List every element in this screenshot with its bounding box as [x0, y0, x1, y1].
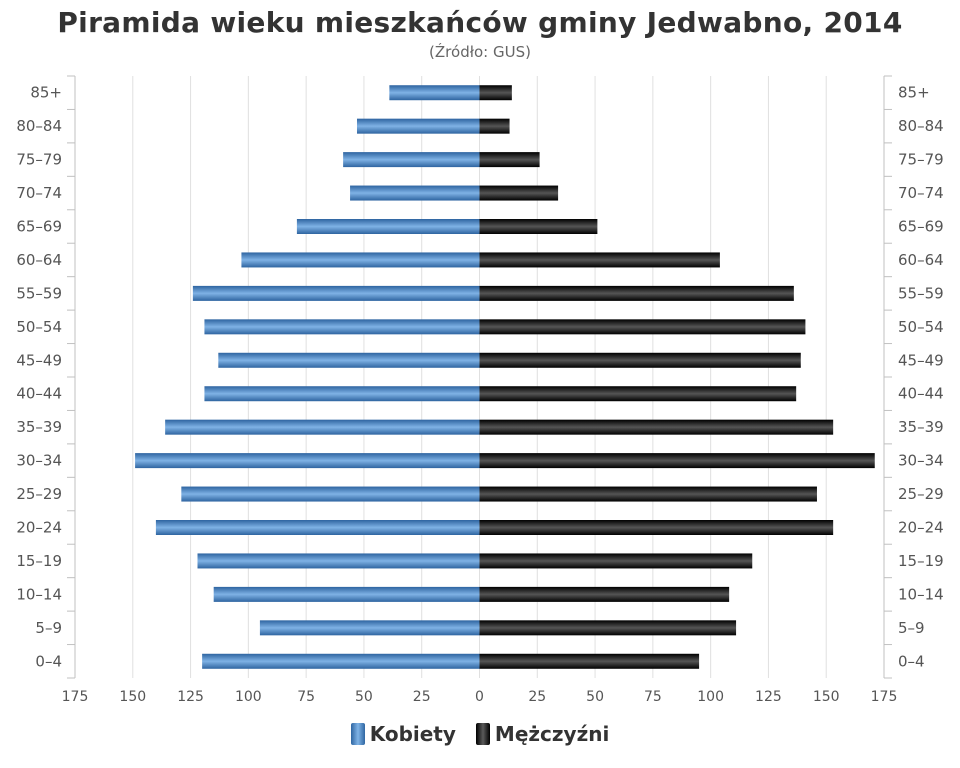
x-tick-label: 75 — [297, 689, 315, 705]
bar-women[interactable] — [197, 553, 480, 569]
category-label-right: 70–74 — [898, 184, 944, 202]
bar-women[interactable] — [343, 152, 480, 168]
category-label-right: 60–64 — [898, 251, 944, 269]
category-label-left: 75–79 — [16, 151, 62, 169]
chart-title: Piramida wieku mieszkańców gminy Jedwabn… — [57, 6, 903, 39]
category-label-right: 75–79 — [898, 151, 944, 169]
bar-women[interactable] — [181, 486, 480, 502]
bar-women[interactable] — [135, 453, 480, 469]
x-tick-label: 100 — [235, 689, 262, 705]
category-label-left: 0–4 — [35, 652, 62, 670]
bar-men[interactable] — [479, 486, 817, 502]
bar-women[interactable] — [241, 252, 480, 268]
category-label-right: 85+ — [898, 84, 930, 102]
bar-men[interactable] — [479, 185, 559, 201]
x-tick-label: 50 — [586, 689, 604, 705]
bar-men[interactable] — [479, 352, 801, 368]
x-tick-label: 0 — [475, 689, 484, 705]
bar-women[interactable] — [218, 352, 480, 368]
x-tick-label: 25 — [528, 689, 546, 705]
bar-women[interactable] — [202, 653, 480, 669]
category-label-left: 10–14 — [16, 585, 62, 603]
category-label-left: 40–44 — [16, 385, 62, 403]
x-tick-label: 100 — [697, 689, 724, 705]
category-label-right: 50–54 — [898, 318, 944, 336]
category-label-right: 80–84 — [898, 117, 944, 135]
category-label-left: 5–9 — [35, 619, 62, 637]
category-label-left: 65–69 — [16, 218, 62, 236]
bar-women[interactable] — [356, 118, 480, 134]
bar-women[interactable] — [204, 386, 480, 402]
bar-women[interactable] — [389, 85, 480, 101]
x-tick-label: 75 — [644, 689, 662, 705]
bar-men[interactable] — [479, 386, 797, 402]
bar-men[interactable] — [479, 653, 700, 669]
x-tick-label: 125 — [177, 689, 204, 705]
bar-women[interactable] — [350, 185, 480, 201]
bar-women[interactable] — [155, 520, 480, 535]
bar-women[interactable] — [192, 285, 480, 301]
category-label-left: 45–49 — [16, 351, 62, 369]
category-label-left: 15–19 — [16, 552, 62, 570]
category-label-right: 40–44 — [898, 385, 944, 403]
legend-swatch-women — [350, 723, 365, 745]
legend-item-women[interactable]: Kobiety — [350, 722, 456, 746]
category-label-left: 50–54 — [16, 318, 62, 336]
legend-label-women: Kobiety — [369, 722, 456, 746]
legend: Kobiety Mężczyźni — [0, 722, 960, 746]
bar-men[interactable] — [479, 252, 720, 268]
category-label-right: 65–69 — [898, 218, 944, 236]
category-label-right: 30–34 — [898, 452, 944, 470]
x-tick-label: 175 — [62, 689, 89, 705]
category-label-left: 85+ — [30, 84, 62, 102]
bar-men[interactable] — [479, 419, 834, 435]
bar-men[interactable] — [479, 520, 834, 535]
bar-men[interactable] — [479, 219, 598, 234]
bar-men[interactable] — [479, 453, 875, 469]
bar-women[interactable] — [165, 419, 480, 435]
category-label-right: 35–39 — [898, 418, 944, 436]
category-label-left: 55–59 — [16, 284, 62, 302]
x-tick-label: 175 — [871, 689, 898, 705]
category-label-right: 20–24 — [898, 519, 944, 537]
bar-men[interactable] — [479, 553, 753, 569]
category-label-right: 5–9 — [898, 619, 925, 637]
category-label-right: 10–14 — [898, 585, 944, 603]
category-label-left: 80–84 — [16, 117, 62, 135]
category-label-right: 55–59 — [898, 284, 944, 302]
legend-label-men: Mężczyźni — [494, 722, 610, 746]
x-tick-label: 50 — [355, 689, 373, 705]
x-tick-label: 150 — [813, 689, 840, 705]
bar-women[interactable] — [204, 319, 480, 335]
category-label-left: 70–74 — [16, 184, 62, 202]
bar-men[interactable] — [479, 319, 806, 335]
legend-swatch-men — [475, 723, 490, 745]
category-label-left: 25–29 — [16, 485, 62, 503]
category-label-left: 20–24 — [16, 519, 62, 537]
bar-men[interactable] — [479, 152, 540, 168]
bar-men[interactable] — [479, 118, 510, 134]
x-tick-label: 150 — [119, 689, 146, 705]
category-label-right: 15–19 — [898, 552, 944, 570]
category-label-right: 45–49 — [898, 351, 944, 369]
category-label-left: 35–39 — [16, 418, 62, 436]
bar-men[interactable] — [479, 85, 512, 101]
bar-women[interactable] — [259, 620, 480, 636]
category-label-left: 30–34 — [16, 452, 62, 470]
bar-men[interactable] — [479, 586, 730, 602]
legend-item-men[interactable]: Mężczyźni — [475, 722, 610, 746]
bar-women[interactable] — [213, 586, 480, 602]
category-label-right: 0–4 — [898, 652, 925, 670]
chart-subtitle: (Źródło: GUS) — [429, 43, 531, 61]
bar-men[interactable] — [479, 620, 737, 636]
x-tick-label: 125 — [755, 689, 782, 705]
bar-women[interactable] — [296, 219, 480, 234]
x-tick-label: 25 — [413, 689, 431, 705]
category-label-right: 25–29 — [898, 485, 944, 503]
bar-men[interactable] — [479, 285, 794, 301]
category-label-left: 60–64 — [16, 251, 62, 269]
